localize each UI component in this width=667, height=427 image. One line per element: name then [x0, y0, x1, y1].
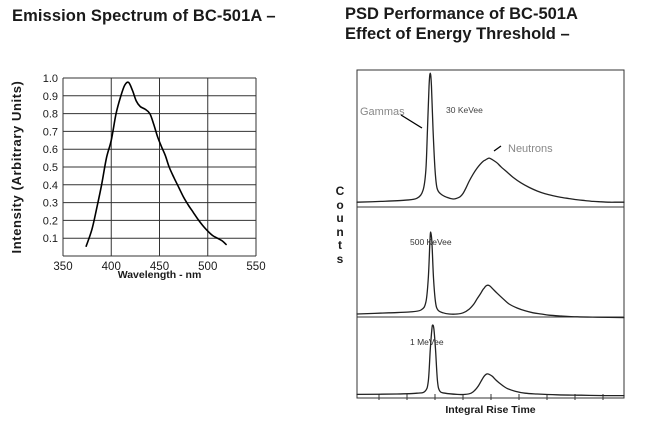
svg-text:350: 350: [53, 261, 72, 273]
svg-text:30 KeVee: 30 KeVee: [446, 105, 483, 115]
svg-text:500: 500: [198, 261, 217, 273]
svg-text:0.8: 0.8: [43, 109, 58, 121]
svg-text:Neutrons: Neutrons: [508, 143, 553, 155]
svg-text:1 MeVee: 1 MeVee: [410, 337, 444, 347]
svg-text:400: 400: [102, 261, 121, 273]
svg-text:0.9: 0.9: [43, 91, 58, 103]
svg-text:0.4: 0.4: [43, 180, 58, 192]
svg-text:0.2: 0.2: [43, 215, 58, 227]
svg-text:550: 550: [246, 261, 265, 273]
svg-text:450: 450: [150, 261, 169, 273]
svg-text:0.5: 0.5: [43, 162, 58, 174]
svg-text:1.0: 1.0: [43, 73, 58, 85]
svg-text:0.7: 0.7: [43, 126, 58, 138]
svg-text:0.1: 0.1: [43, 233, 58, 245]
svg-text:0.6: 0.6: [43, 144, 58, 156]
svg-text:500 KeVee: 500 KeVee: [410, 237, 452, 247]
svg-text:Gammas: Gammas: [360, 106, 405, 118]
svg-text:0.3: 0.3: [43, 198, 58, 210]
